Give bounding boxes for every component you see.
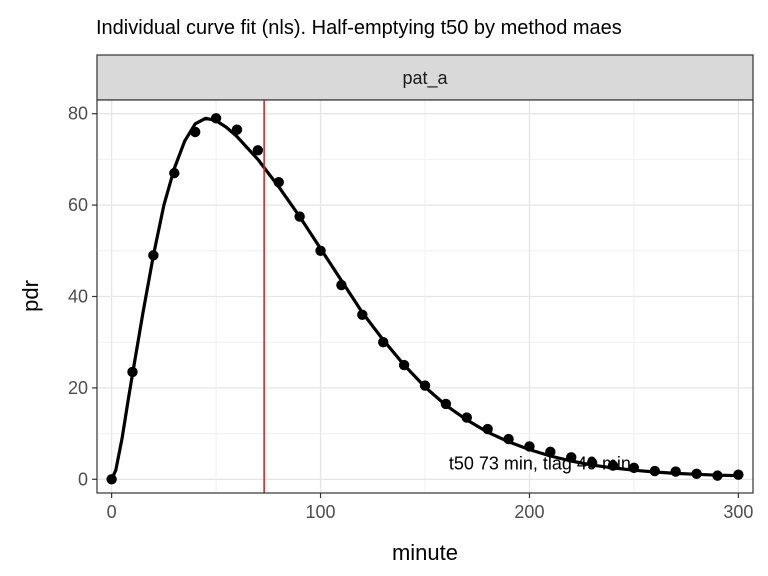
y-axis: 0 20 40 60 80 <box>68 104 97 489</box>
data-point <box>210 113 222 124</box>
chart-title: Individual curve fit (nls). Half-emptyin… <box>96 17 622 39</box>
data-point <box>712 470 723 481</box>
x-axis-title: minute <box>392 540 458 565</box>
data-point <box>440 398 452 410</box>
data-point <box>273 177 284 188</box>
data-point <box>419 380 431 391</box>
y-axis-title: pdr <box>18 280 43 312</box>
facet-strip-label: pat_a <box>402 68 448 89</box>
data-point <box>461 412 472 423</box>
y-tick-label: 0 <box>78 469 88 489</box>
data-point <box>628 462 640 474</box>
data-point <box>315 245 326 257</box>
data-point <box>607 460 619 471</box>
data-point <box>189 126 201 138</box>
data-point <box>649 465 661 477</box>
data-point <box>691 468 702 480</box>
data-point <box>566 452 577 463</box>
data-point <box>503 433 514 445</box>
data-point <box>733 469 744 480</box>
data-point <box>127 366 138 378</box>
x-axis: 0 100 200 300 <box>107 493 753 522</box>
data-point <box>670 466 681 477</box>
facet-strip <box>96 54 754 101</box>
data-point <box>336 279 347 291</box>
t50-tlag-annotation: t50 73 min, tlag 49 min <box>449 453 631 473</box>
data-point <box>524 441 535 452</box>
data-point <box>294 211 305 222</box>
series-layer <box>106 113 744 485</box>
data-point <box>169 167 180 179</box>
data-point <box>252 145 264 156</box>
x-tick-label: 100 <box>306 502 336 522</box>
data-point <box>231 124 243 135</box>
y-tick-label: 80 <box>68 104 88 124</box>
data-point <box>586 457 598 469</box>
y-tick-label: 20 <box>68 378 88 398</box>
x-tick-label: 0 <box>107 502 117 522</box>
data-point <box>545 446 556 458</box>
data-point <box>106 474 117 485</box>
data-point <box>357 309 368 320</box>
data-point <box>482 423 493 435</box>
x-tick-label: 200 <box>514 502 544 522</box>
y-tick-label: 60 <box>68 195 88 215</box>
data-point <box>378 336 389 348</box>
data-point <box>148 250 159 261</box>
data-point <box>398 359 410 371</box>
grid-major <box>97 100 753 493</box>
x-tick-label: 300 <box>723 502 753 522</box>
y-tick-label: 40 <box>68 287 88 307</box>
